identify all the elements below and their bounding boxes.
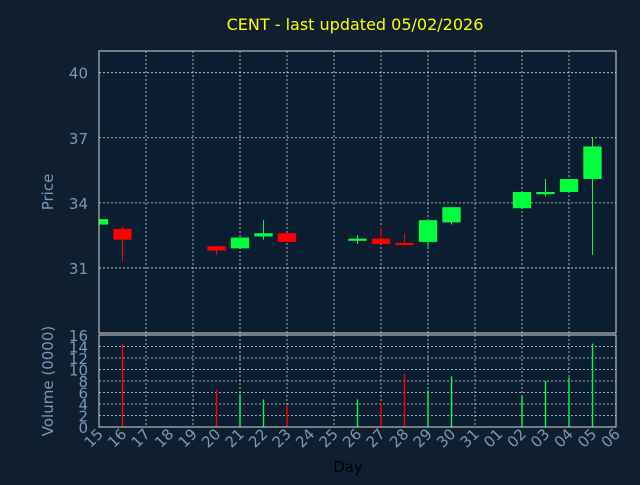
volume-tick-label: 6 — [78, 385, 88, 403]
volume-tick-label: 16 — [69, 327, 88, 345]
candle-body — [536, 192, 555, 195]
candle-body — [559, 178, 579, 192]
price-plot-frame — [98, 50, 617, 334]
price-panel: 31 34 37 40 — [69, 50, 617, 334]
price-tick-label: 37 — [69, 130, 88, 148]
price-tick-label: 40 — [69, 65, 88, 83]
candle-body — [442, 207, 461, 223]
price-tick-label: 34 — [69, 195, 88, 213]
price-tick-label: 31 — [69, 260, 88, 278]
volume-plot-frame — [98, 334, 617, 428]
candle-body — [512, 192, 532, 209]
candle-body — [371, 238, 391, 245]
candle-body — [277, 233, 297, 242]
volume-tick-label: 8 — [78, 373, 88, 391]
price-axis-label: Price — [39, 174, 57, 211]
volume-tick-label: 12 — [69, 350, 88, 368]
candle-body — [207, 246, 226, 251]
chart-title: CENT - last updated 05/02/2026 — [227, 15, 484, 34]
candle-body — [418, 220, 438, 242]
candle-body — [230, 237, 250, 249]
candle-body — [254, 233, 273, 237]
volume-tick-label: 2 — [78, 408, 88, 426]
volume-axis-label: Volume (0000) — [39, 326, 57, 436]
volume-tick-label: 0 — [78, 419, 88, 437]
candle-body — [113, 228, 132, 240]
volume-tick-label: 14 — [69, 339, 88, 357]
volume-tick-label: 4 — [78, 396, 88, 414]
candle-body — [99, 219, 109, 225]
volume-tick-label: 10 — [69, 362, 88, 380]
x-axis-label: Day — [333, 458, 363, 476]
candle-body — [395, 242, 414, 246]
candle-body — [348, 238, 367, 241]
candle-body — [583, 146, 602, 179]
